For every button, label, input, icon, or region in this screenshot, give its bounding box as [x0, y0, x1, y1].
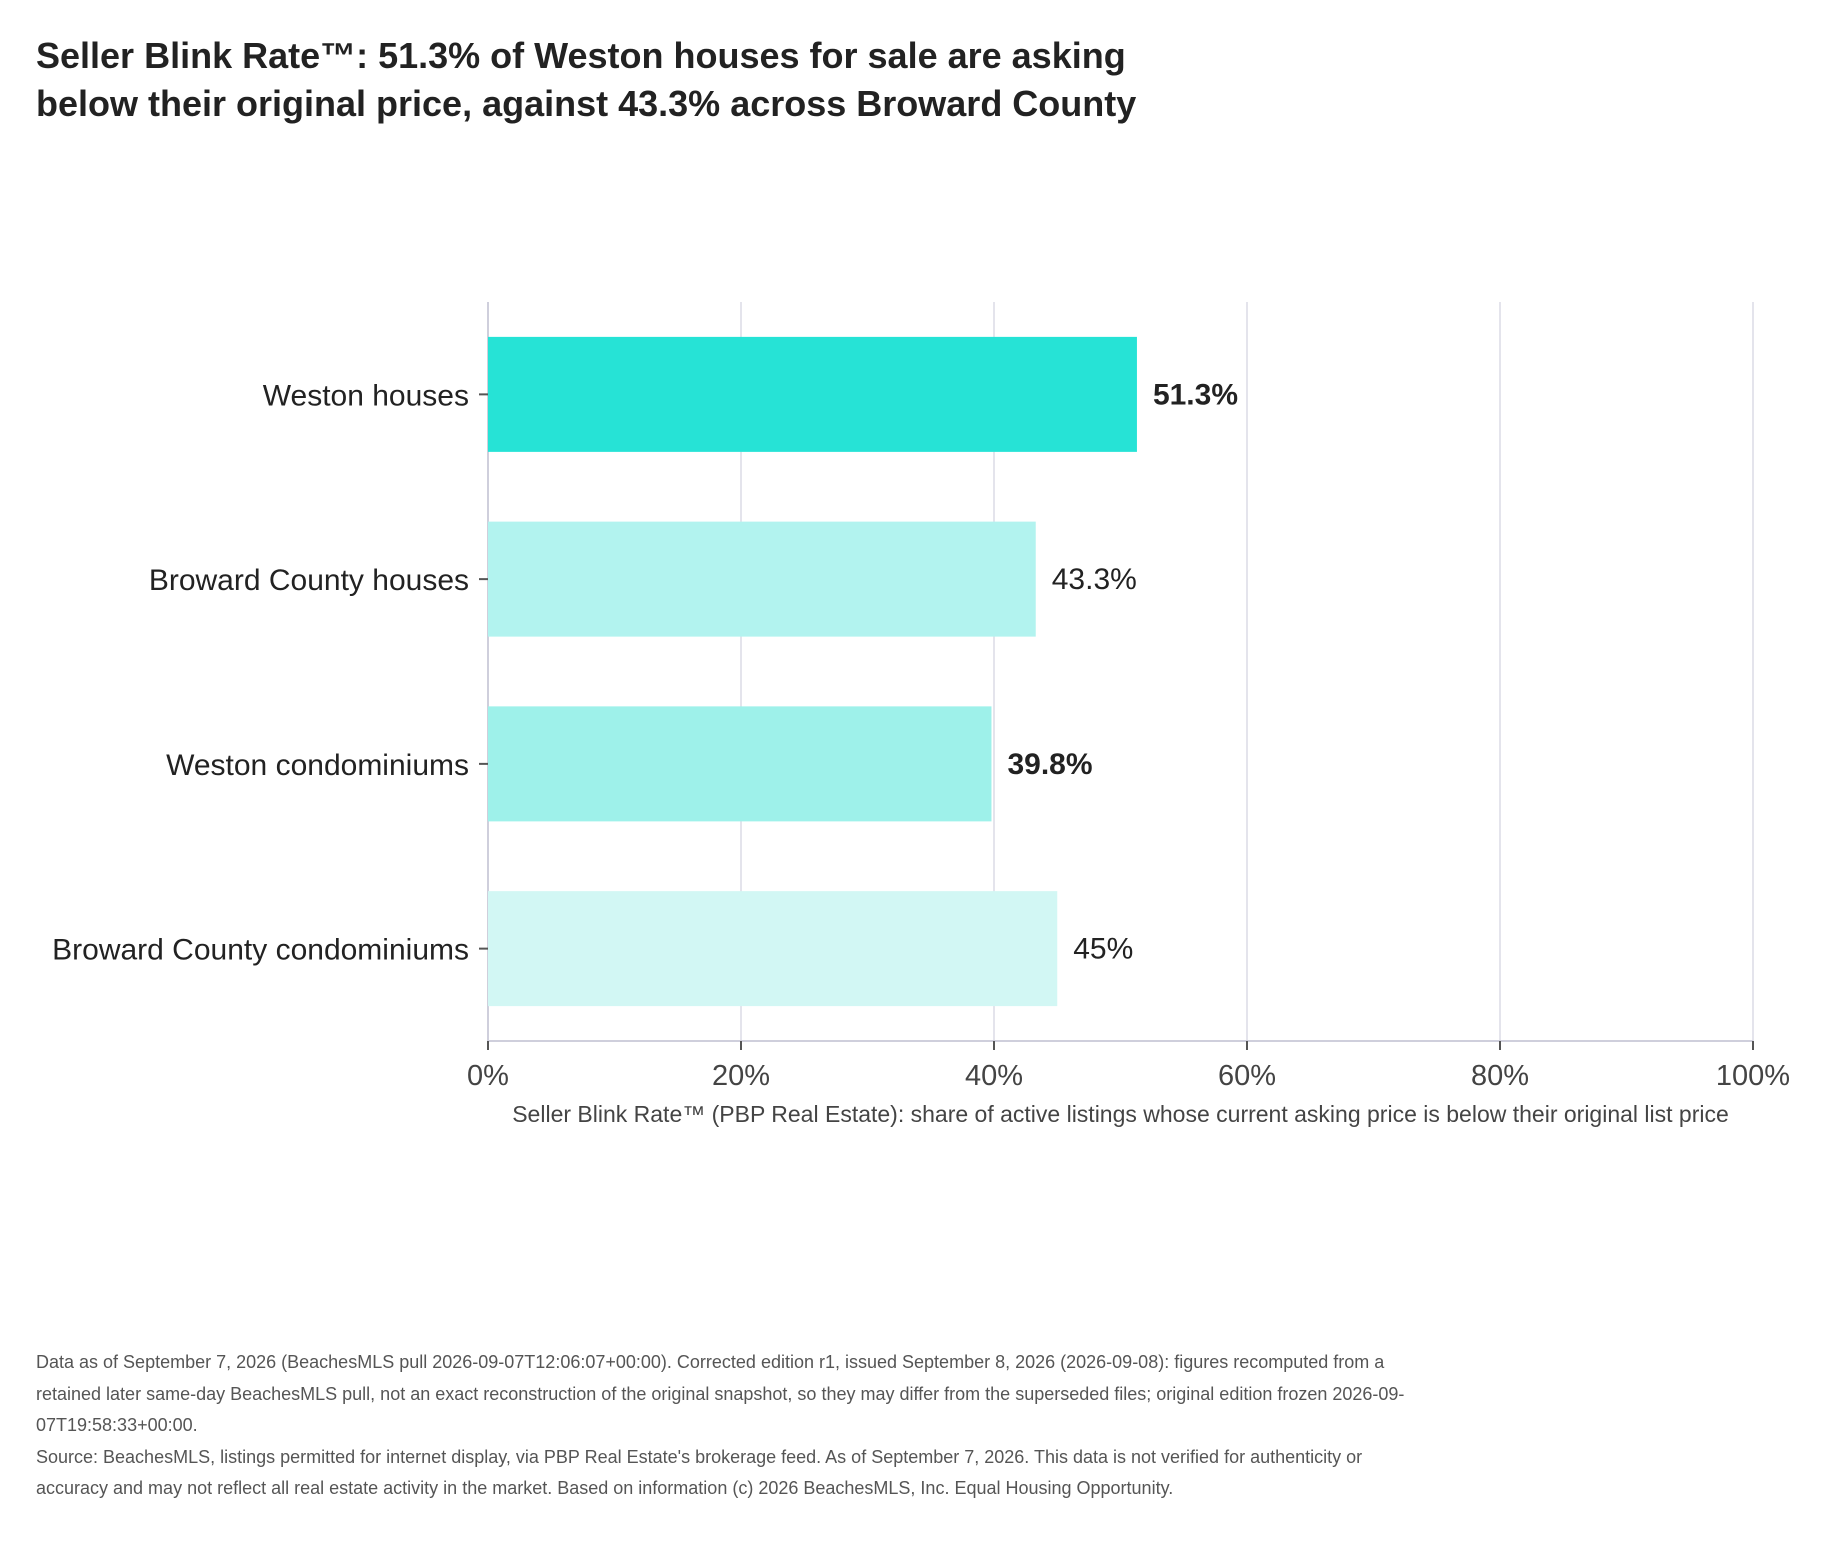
bar	[488, 521, 1036, 637]
x-tick-label: 60%	[1218, 1060, 1276, 1092]
footnotes: Data as of September 7, 2026 (BeachesMLS…	[36, 1347, 1416, 1505]
bar-chart: 0% 20% 40% 60% 80% 100% Weston houses 51.3% Brow…	[52, 302, 1790, 1127]
x-tick-label: 20%	[712, 1060, 770, 1092]
category-label: Weston condominiums	[166, 749, 469, 782]
category-label: Weston houses	[263, 379, 469, 412]
x-tick-label: 0%	[467, 1060, 509, 1092]
data-note: Data as of September 7, 2026 (BeachesMLS…	[36, 1352, 1405, 1435]
bar	[488, 336, 1137, 452]
bar	[488, 706, 992, 822]
data-label: 43.3%	[1052, 563, 1137, 596]
category-label: Broward County houses	[149, 564, 469, 597]
x-tick-label: 80%	[1471, 1060, 1529, 1092]
data-label: 39.8%	[1007, 748, 1092, 781]
chart-title: Seller Blink Rate™: 51.3% of Weston hous…	[36, 32, 1336, 128]
x-tick-label: 100%	[1716, 1060, 1790, 1092]
category-label: Broward County condominiums	[52, 934, 469, 967]
data-label: 51.3%	[1153, 378, 1238, 411]
chart-title-line-1: Seller Blink Rate™: 51.3% of Weston hous…	[36, 35, 1126, 76]
chart-title-line-2: below their original price, against 43.3…	[36, 83, 1137, 124]
x-tick-label: 40%	[965, 1060, 1023, 1092]
x-axis-title: Seller Blink Rate™ (PBP Real Estate): sh…	[512, 1101, 1729, 1127]
source-note: Source: BeachesMLS, listings permitted f…	[36, 1446, 1363, 1499]
bar	[488, 891, 1058, 1007]
data-label: 45%	[1073, 933, 1133, 966]
